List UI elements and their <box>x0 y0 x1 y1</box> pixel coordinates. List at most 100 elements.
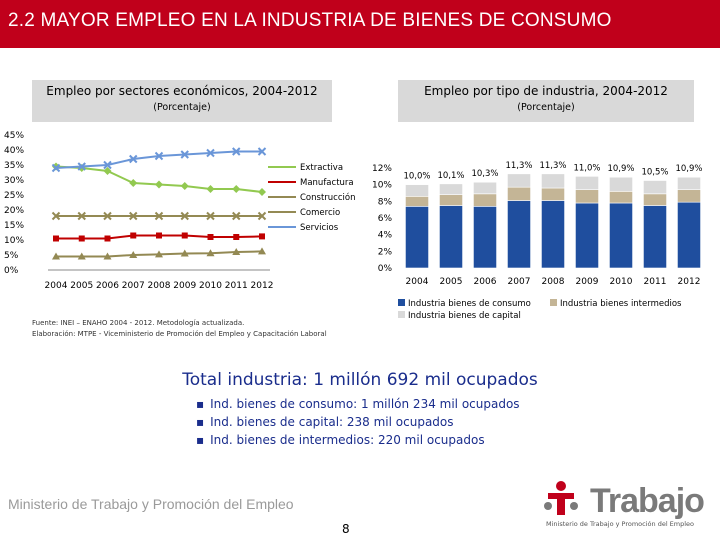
data-point <box>103 211 112 221</box>
bar-total-label: 11,3% <box>505 161 532 171</box>
data-point <box>53 235 59 242</box>
data-point <box>77 252 86 260</box>
summary-item-consumo: Ind. bienes de consumo: 1 millón 234 mil… <box>196 395 519 413</box>
y-tick-label: 10% <box>372 181 392 191</box>
data-point <box>51 211 61 221</box>
y-tick-label: 5% <box>4 251 19 261</box>
legend-label: Extractiva <box>300 163 343 173</box>
bar-segment-capital <box>439 183 463 195</box>
bar-total-label: 10,3% <box>471 169 498 179</box>
line-chart: 0% 5% 10% 15% 20% 25% 30% 35% 40% 45% 2004 2005 2006… <box>4 131 355 291</box>
x-tick-label: 2011 <box>644 277 667 287</box>
bar-segment-capital <box>609 176 633 192</box>
legend-label: Comercio <box>300 208 340 218</box>
data-point <box>180 182 189 190</box>
data-point <box>257 211 267 221</box>
x-tick-label: 2007 <box>122 281 145 291</box>
bar-total-label: 11,3% <box>539 161 566 171</box>
data-point <box>232 185 241 193</box>
x-tick-label: 2012 <box>678 277 701 287</box>
source-line: Fuente: INEI – ENAHO 2004 - 2012. Metodo… <box>32 319 245 327</box>
data-point <box>258 247 266 255</box>
x-tick-label: 2012 <box>251 281 274 291</box>
bar-segment-intermedios <box>439 194 463 206</box>
credits-line: Elaboración: MTPE - Viceministerio de Pr… <box>32 330 327 338</box>
data-point <box>103 167 112 175</box>
y-tick-label: 0% <box>4 266 19 276</box>
stacked-bar-chart: 0% 2% 4% 6% 8% 10% 12% 10,0% 2004 10,1% 2005 10,3% 2… <box>372 161 703 321</box>
data-point <box>77 211 86 221</box>
series-line-servicios <box>55 150 262 169</box>
data-point <box>180 150 189 159</box>
bar-total-label: 10,0% <box>403 172 430 182</box>
bar-total-label: 10,5% <box>641 168 668 178</box>
bar-segment-capital <box>405 184 429 197</box>
x-tick-label: 2011 <box>225 281 248 291</box>
page-number: 8 <box>342 522 350 536</box>
bar-segment-capital <box>473 181 497 195</box>
data-point <box>52 252 60 260</box>
source-note: Fuente: INEI – ENAHO 2004 - 2012. Metodo… <box>32 318 327 340</box>
y-tick-label: 30% <box>4 176 24 186</box>
data-point <box>232 211 241 221</box>
data-point <box>130 232 137 239</box>
legend-label: Industria bienes intermedios <box>560 299 682 309</box>
x-tick-label: 2009 <box>576 277 599 287</box>
bar-segment-capital <box>575 176 599 190</box>
data-point <box>154 151 164 161</box>
bar-segment-capital <box>677 176 701 190</box>
bar-segment-intermedios <box>575 189 599 204</box>
y-tick-label: 8% <box>378 197 393 207</box>
bar-total-label: 10,9% <box>675 164 702 174</box>
x-tick-label: 2006 <box>96 281 119 291</box>
data-point <box>206 249 215 257</box>
right-panel-subtitle: (Porcentaje) <box>517 102 575 113</box>
bar-segment-intermedios <box>541 187 565 201</box>
bar-segment-capital <box>643 180 667 195</box>
bar-segment-consumo <box>405 206 429 269</box>
bar-segment-consumo <box>507 200 531 269</box>
y-tick-label: 40% <box>4 146 24 156</box>
y-tick-label: 45% <box>4 131 24 141</box>
data-point <box>180 211 189 221</box>
y-tick-label: 6% <box>378 214 393 224</box>
bar-segment-capital <box>541 173 565 189</box>
x-tick-label: 2007 <box>508 277 531 287</box>
data-point <box>129 211 138 221</box>
bar-segment-consumo <box>643 205 667 269</box>
data-point <box>103 160 112 170</box>
data-point <box>257 147 267 156</box>
bar-total-label: 11,0% <box>573 163 600 173</box>
data-point <box>206 148 215 158</box>
data-point <box>180 249 189 257</box>
data-point <box>129 179 138 187</box>
summary-item-intermedios: Ind. bienes de intermedios: 220 mil ocup… <box>196 431 520 449</box>
data-point <box>207 234 214 240</box>
bar-segment-consumo <box>541 200 565 269</box>
bar-segment-consumo <box>575 202 599 269</box>
bar-segment-intermedios <box>609 191 633 204</box>
x-tick-label: 2010 <box>199 281 222 291</box>
y-tick-label: 0% <box>378 264 393 274</box>
x-tick-label: 2004 <box>406 277 429 287</box>
data-point <box>51 163 61 173</box>
x-tick-label: 2006 <box>474 277 497 287</box>
left-panel-title: Empleo por sectores económicos, 2004-201… <box>46 84 318 98</box>
legend-label: Industria bienes de consumo <box>408 299 531 309</box>
x-tick-label: 2005 <box>70 281 93 291</box>
data-point <box>232 147 241 156</box>
data-point <box>154 211 164 221</box>
legend-label: Industria bienes de capital <box>408 311 521 321</box>
bar-segment-consumo <box>677 201 701 269</box>
data-point <box>181 232 188 239</box>
y-tick-label: 25% <box>4 191 24 201</box>
data-point <box>103 252 112 260</box>
brand-subtitle: Ministerio de Trabajo y Promoción del Em… <box>546 520 695 528</box>
summary-item-capital: Ind. bienes de capital: 238 mil ocupados <box>196 413 520 431</box>
bar-total-label: 10,9% <box>607 164 634 174</box>
data-point <box>129 251 138 258</box>
legend-label: Servicios <box>300 223 339 233</box>
bar-segment-intermedios <box>507 186 531 201</box>
data-point <box>156 232 162 239</box>
y-tick-label: 20% <box>4 206 24 216</box>
